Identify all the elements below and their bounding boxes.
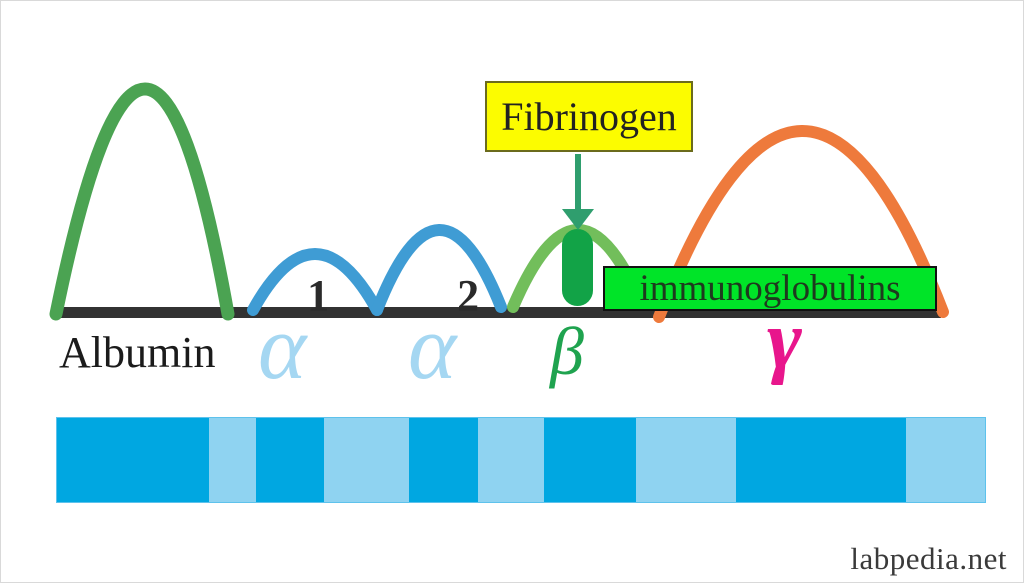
alpha1-region-label: α1 xyxy=(258,274,329,393)
gel-alpha2-band xyxy=(409,418,478,502)
albumin-region-label: Albumin xyxy=(59,328,216,377)
peak-curve-alpha1 xyxy=(247,248,383,316)
gel-gamma-band xyxy=(736,418,906,502)
gel-strip xyxy=(56,417,986,503)
baseline-bar xyxy=(51,307,941,318)
fibrinogen-arrowhead-icon xyxy=(562,209,594,230)
beta-region-label: β xyxy=(550,313,584,389)
immunoglobulins-label: immunoglobulins xyxy=(639,268,901,309)
alpha1-superscript: 1 xyxy=(307,271,330,321)
alpha2-letter: α xyxy=(408,296,457,398)
gel-albumin-band xyxy=(57,418,209,502)
peak-curve-albumin xyxy=(49,82,235,321)
alpha2-region-label: α2 xyxy=(408,274,479,393)
peak-curve-alpha2 xyxy=(371,224,507,316)
gamma-region-label: γ xyxy=(767,293,802,386)
fibrinogen-callout-box: Fibrinogen xyxy=(485,81,693,152)
alpha1-letter: α xyxy=(258,296,307,398)
immunoglobulins-callout-box: immunoglobulins xyxy=(603,266,937,311)
gel-beta-band xyxy=(544,418,636,502)
gel-alpha1-band xyxy=(256,418,324,502)
alpha2-superscript: 2 xyxy=(457,271,480,321)
fibrinogen-label: Fibrinogen xyxy=(501,94,677,139)
peak-curve-gamma xyxy=(653,125,949,323)
watermark-text: labpedia.net xyxy=(850,541,1007,576)
fibrinogen-band-capsule xyxy=(562,229,593,306)
